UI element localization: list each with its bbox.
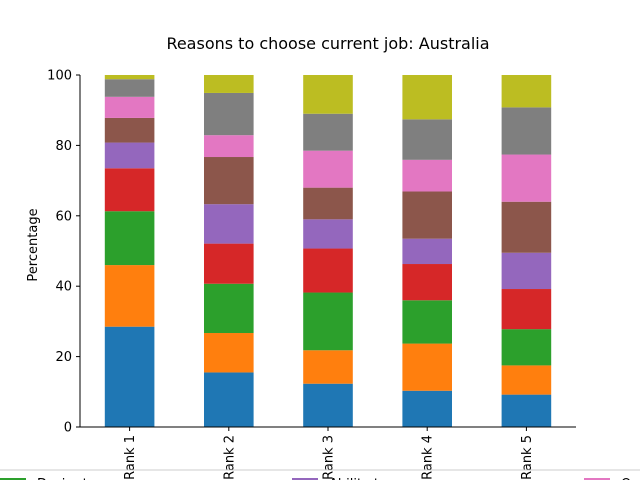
bar-segment <box>303 150 353 188</box>
bar-segment <box>501 107 552 155</box>
legend-label: O… <box>621 477 640 480</box>
x-tick-label: Rank 1 <box>123 435 138 480</box>
x-tick-label: Rank 3 <box>322 435 337 480</box>
bar-segment <box>501 394 552 427</box>
bars-group <box>104 75 552 427</box>
x-tick-label: Rank 2 <box>222 435 237 480</box>
x-tick-label: Rank 4 <box>421 435 436 480</box>
bar-segment <box>402 159 452 192</box>
x-axis: Rank 1 Rank 2 Rank 3 Rank 4 Rank 5 <box>80 426 576 480</box>
y-tick-label: 80 <box>55 139 72 154</box>
bar-segment <box>303 292 353 351</box>
bar-segment <box>104 117 155 143</box>
bar-segment <box>204 372 254 427</box>
bar-segment <box>501 329 552 366</box>
legend-label: Desire to … … <box>37 477 130 480</box>
legend-swatch <box>584 478 610 480</box>
bar-segment <box>501 289 552 330</box>
chart-title: Reasons to choose current job: Australia <box>166 34 489 53</box>
bar-segment <box>204 75 254 93</box>
bar-segment <box>303 350 353 384</box>
bar-segment <box>501 252 552 290</box>
bar-segment <box>104 326 155 427</box>
bar-segment <box>303 219 353 249</box>
bar-segment <box>402 390 452 427</box>
bar-segment <box>204 283 254 334</box>
bar-segment <box>303 75 353 114</box>
bar-segment <box>204 135 254 158</box>
bar-segment <box>303 383 353 427</box>
bar-segment <box>303 248 353 293</box>
bar-segment <box>501 154 552 202</box>
bar-segment <box>104 79 155 97</box>
bar-segment <box>204 243 254 284</box>
legend-swatch <box>292 478 318 480</box>
bar-segment <box>402 75 452 120</box>
bar-segment <box>303 187 353 220</box>
bar-segment <box>104 168 155 212</box>
bar-segment <box>204 204 254 244</box>
bar-segment <box>204 92 254 136</box>
y-tick-label: 20 <box>55 350 72 365</box>
y-axis: 0 20 40 60 80 100 <box>47 69 81 436</box>
legend-label: Ability to … … <box>329 477 421 480</box>
y-tick-label: 60 <box>55 209 72 224</box>
bar-segment <box>402 264 452 301</box>
y-axis-label: Percentage <box>26 208 41 281</box>
bar-segment <box>104 265 155 327</box>
x-tick-label: Rank 5 <box>520 435 535 480</box>
bar-segment <box>104 96 155 118</box>
bar-segment <box>402 119 452 160</box>
legend-swatch <box>0 478 26 480</box>
bar-segment <box>402 343 452 391</box>
bar-segment <box>402 300 452 344</box>
bar-segment <box>104 211 155 266</box>
bar-segment <box>501 201 552 253</box>
bar-segment <box>104 142 155 169</box>
legend: Desire to … … Ability to … … O… <box>0 469 640 480</box>
bar-segment <box>402 238 452 265</box>
bar-segment <box>402 191 452 239</box>
bar-segment <box>104 75 155 80</box>
bar-segment <box>204 333 254 373</box>
bar-segment <box>501 75 552 108</box>
bar-segment <box>204 157 254 205</box>
y-tick-label: 100 <box>47 69 72 84</box>
y-tick-label: 40 <box>55 280 72 295</box>
bar-segment <box>303 113 353 151</box>
bar-segment <box>501 365 552 395</box>
y-tick-label: 0 <box>64 421 72 436</box>
